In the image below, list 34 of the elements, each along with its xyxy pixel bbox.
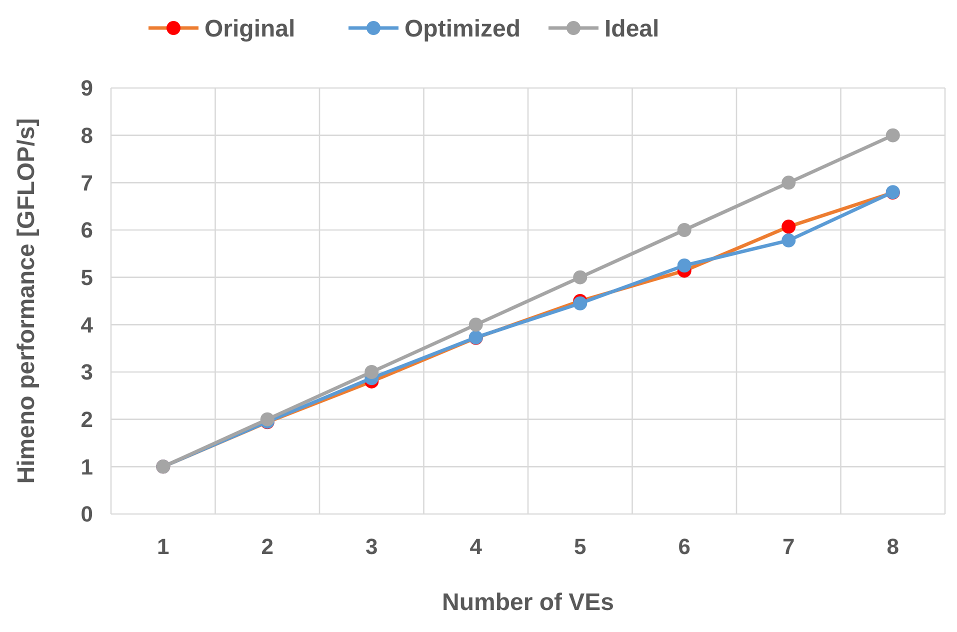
- y-tick-label: 0: [80, 502, 93, 527]
- y-tick-label: 7: [80, 170, 93, 196]
- legend-label: Optimized: [404, 15, 521, 42]
- x-tick-label: 7: [782, 534, 795, 559]
- point: [364, 365, 379, 379]
- point: [782, 233, 796, 248]
- x-tick-label: 6: [678, 534, 690, 559]
- y-tick-label: 6: [80, 218, 93, 243]
- x-tick-label: 8: [886, 534, 899, 559]
- y-tick-label: 3: [80, 360, 93, 385]
- y-tick-label: 4: [80, 312, 94, 338]
- y-axis-title: Himeno performance [GFLOP/s]: [13, 118, 40, 484]
- point: [260, 412, 274, 426]
- y-tick-label: 8: [80, 123, 93, 148]
- x-tick-label: 4: [470, 534, 483, 559]
- x-tick-label: 5: [574, 534, 586, 559]
- point: [886, 128, 900, 142]
- x-tick-label: 2: [261, 534, 274, 559]
- point: [782, 220, 796, 234]
- point: [677, 258, 692, 272]
- y-tick-label: 5: [80, 265, 93, 290]
- legend-label: Ideal: [604, 15, 660, 42]
- y-tick-label: 1: [80, 454, 93, 480]
- x-axis-title: Number of VEs: [442, 589, 614, 616]
- point: [468, 318, 483, 332]
- legend-label: Original: [204, 15, 296, 42]
- y-tick-label: 2: [80, 407, 93, 432]
- point: [573, 296, 588, 310]
- point: [782, 176, 796, 190]
- x-tick-label: 3: [366, 534, 378, 559]
- x-tick-label: 1: [157, 534, 170, 559]
- point: [677, 223, 692, 237]
- point: [573, 270, 588, 284]
- y-tick-label: 9: [80, 76, 93, 101]
